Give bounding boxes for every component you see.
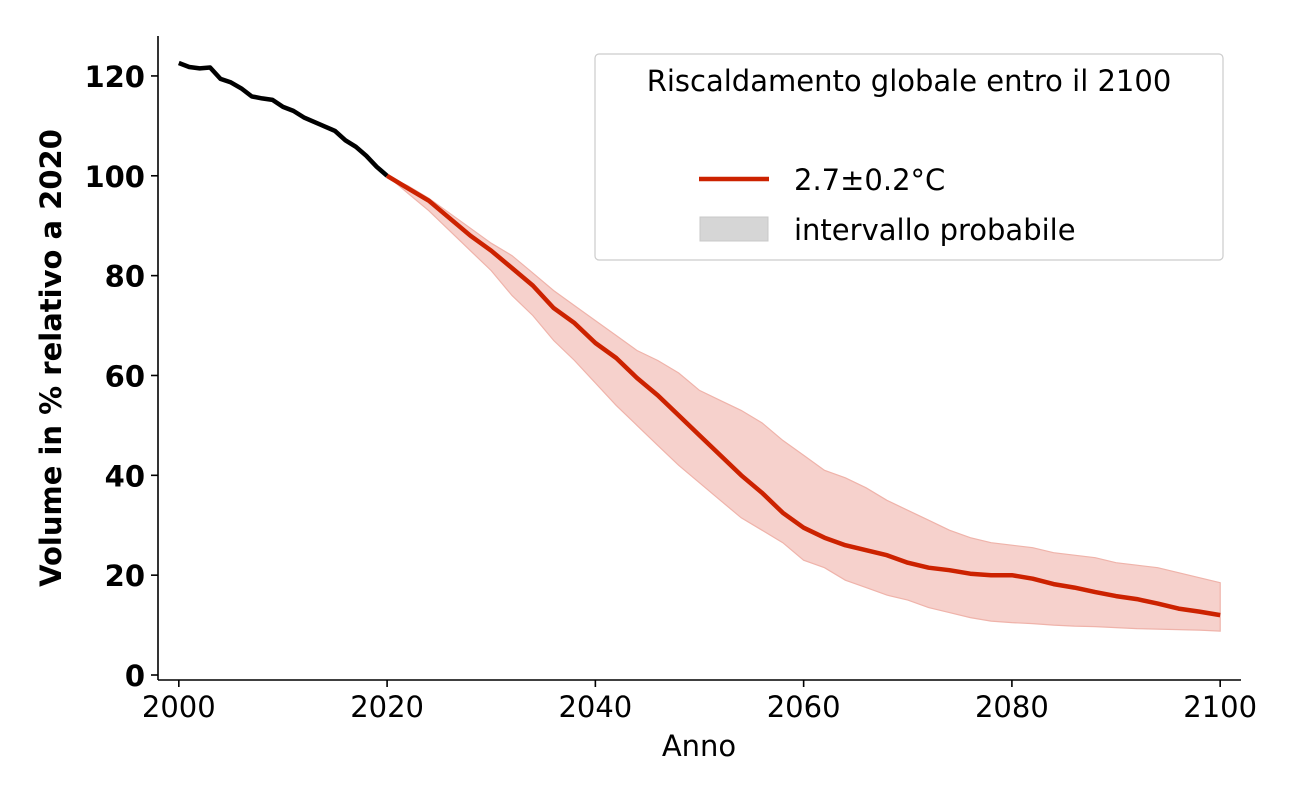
y-axis-ticks: 0 20 40 60 80 100 120	[84, 60, 158, 693]
y-tick-label: 20	[105, 559, 145, 593]
y-tick-label: 80	[105, 260, 145, 294]
historical-series-line	[177, 60, 389, 178]
y-tick-label: 120	[84, 60, 145, 94]
y-tick-label: 100	[84, 160, 145, 194]
legend-title: Riscaldamento globale entro il 2100	[647, 64, 1172, 98]
y-tick-label: 40	[105, 459, 145, 493]
y-tick-label: 60	[105, 359, 145, 393]
legend-patch-swatch	[699, 216, 769, 242]
axes	[157, 36, 1241, 681]
legend-entry-projection: 2.7±0.2°C	[794, 163, 945, 197]
projection-series-line	[385, 173, 1221, 618]
x-tick-label: 2100	[1183, 690, 1257, 724]
x-tick-label: 2020	[350, 690, 424, 724]
likely-range-band	[386, 175, 1221, 632]
y-tick-label: 0	[125, 659, 145, 693]
legend: Riscaldamento globale entro il 2100 2.7±…	[594, 53, 1224, 261]
x-tick-label: 2040	[558, 690, 632, 724]
x-axis-ticks: 2000 2020 2040 2060 2080 2100	[142, 680, 1257, 724]
y-axis-label: Volume in % relativo a 2020	[34, 129, 68, 587]
legend-entry-band: intervallo probabile	[794, 213, 1076, 247]
plot-area	[177, 60, 1221, 632]
x-tick-label: 2000	[142, 690, 216, 724]
x-tick-label: 2060	[767, 690, 841, 724]
x-axis-label: Anno	[662, 729, 736, 763]
x-tick-label: 2080	[975, 690, 1049, 724]
legend-frame	[594, 53, 1224, 261]
